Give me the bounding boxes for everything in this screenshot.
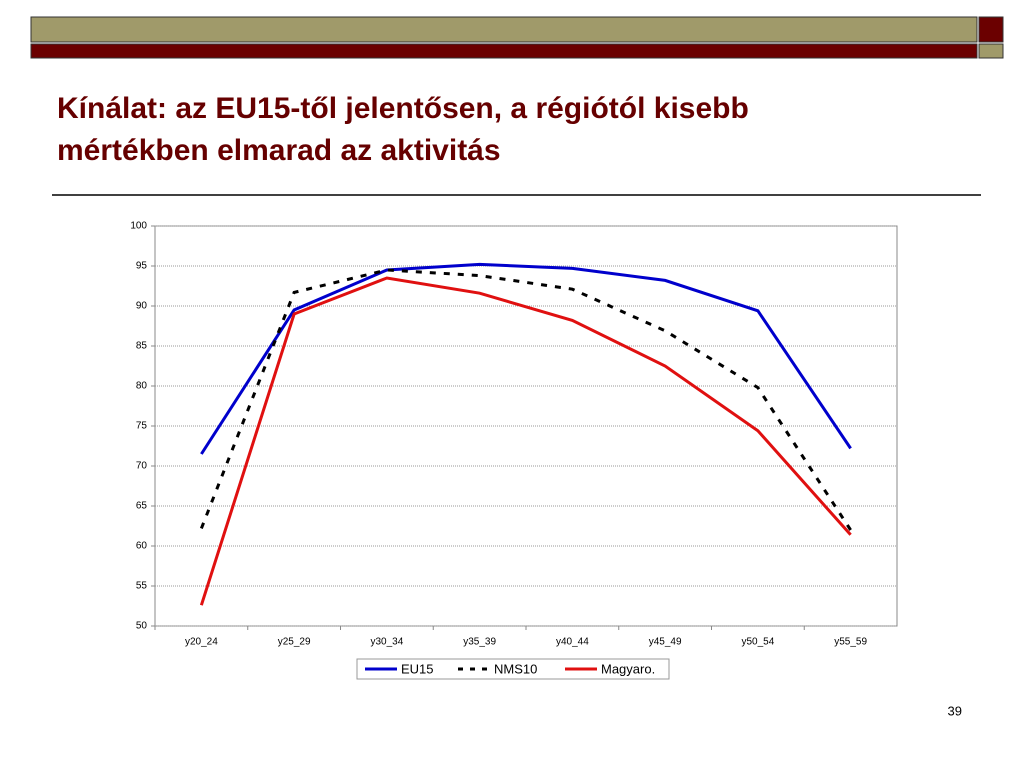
header-bar (30, 43, 978, 59)
series-line (200, 262, 852, 455)
y-tick-label: 65 (136, 501, 148, 512)
y-tick-label: 75 (136, 421, 148, 432)
y-tick-label: 55 (136, 581, 148, 592)
y-tick-label: 100 (130, 221, 147, 232)
header-bar (30, 16, 978, 43)
y-tick-label: 85 (136, 341, 148, 352)
header-square (978, 16, 1004, 43)
y-tick-label: 95 (136, 261, 148, 272)
legend-label: NMS10 (494, 661, 537, 676)
x-tick-label: y50_54 (741, 637, 774, 648)
legend-label: Magyaro. (601, 661, 655, 676)
slide-title: mértékben elmarad az aktivitás (57, 134, 501, 167)
y-tick-label: 80 (136, 381, 148, 392)
x-tick-label: y40_44 (556, 637, 589, 648)
y-tick-label: 60 (136, 541, 148, 552)
y-tick-label: 70 (136, 461, 148, 472)
x-tick-label: y35_39 (463, 637, 496, 648)
x-tick-label: y45_49 (649, 637, 682, 648)
legend-label: EU15 (401, 661, 434, 676)
page-number: 39 (948, 703, 962, 718)
y-tick-label: 90 (136, 301, 148, 312)
header-square (978, 43, 1004, 59)
x-tick-label: y55_59 (834, 637, 867, 648)
x-tick-label: y25_29 (278, 637, 311, 648)
legend (356, 658, 670, 680)
series-line (199, 276, 852, 606)
x-tick-label: y20_24 (185, 637, 218, 648)
series-line (199, 268, 852, 531)
y-tick-label: 50 (136, 621, 148, 632)
x-tick-label: y30_34 (370, 637, 403, 648)
slide-title: Kínálat: az EU15-től jelentősen, a régió… (57, 92, 749, 125)
